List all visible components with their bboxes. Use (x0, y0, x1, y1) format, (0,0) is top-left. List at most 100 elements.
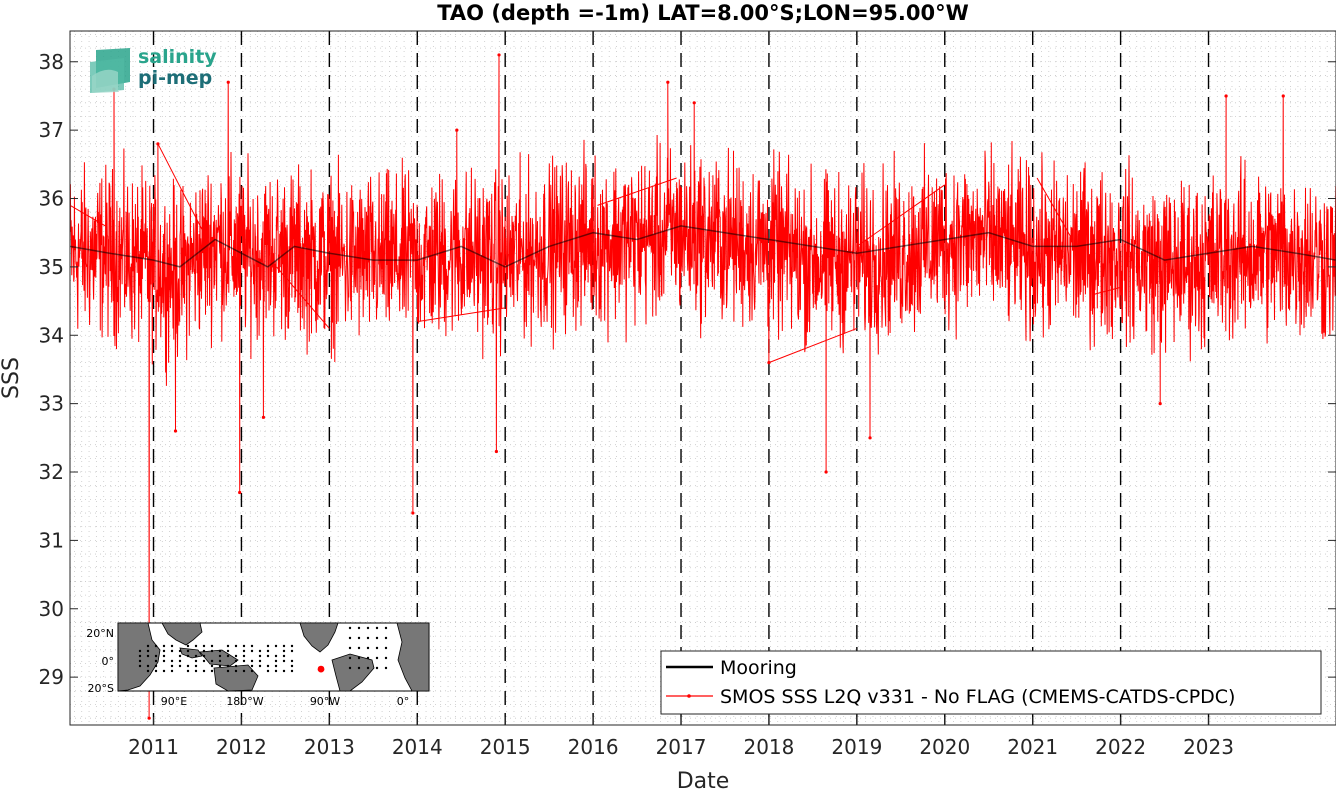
inset-mooring-dot (194, 654, 198, 658)
inset-mooring-dot (274, 669, 278, 673)
inset-mooring-dot (146, 664, 150, 668)
inset-mooring-dot (266, 649, 270, 653)
y-tick-label: 30 (39, 597, 64, 621)
x-tick-label: 2021 (1007, 735, 1058, 759)
inset-mooring-dot (250, 669, 254, 673)
inset-mooring-dot (290, 669, 294, 673)
inset-mooring-dot (250, 649, 254, 653)
inset-mooring-dot (282, 654, 286, 658)
inset-mooring-dot (250, 659, 254, 663)
inset-mooring-dot (234, 659, 238, 663)
logo-text-salinity: salinity (138, 46, 217, 68)
logo-text-pi-mep: pi-mep (138, 67, 212, 89)
smos-series-line (70, 54, 1336, 719)
inset-mooring-dot (357, 666, 361, 670)
x-tick-label: 2019 (831, 735, 882, 759)
inset-mooring-dot (242, 644, 246, 648)
y-tick-label: 32 (39, 460, 64, 484)
inset-mooring-dot (194, 659, 198, 663)
inset-mooring-dot (154, 664, 158, 668)
smos-gap-segment (417, 307, 506, 323)
inset-mooring-dot (266, 664, 270, 668)
inset-mooring-dot (178, 664, 182, 668)
inset-map: 20°N 0° 20°S 90°E 180°W 90°W 0° (86, 622, 430, 708)
inset-mooring-dot (210, 669, 214, 673)
legend-label-mooring: Mooring (720, 657, 797, 679)
inset-mooring-dot (290, 649, 294, 653)
plot-frame (69, 30, 1336, 726)
inset-mooring-dot (375, 626, 379, 630)
inset-mooring-dot (170, 649, 174, 653)
inset-mooring-dot (138, 659, 142, 663)
inset-mooring-dot (357, 656, 361, 660)
inset-mooring-dot (194, 644, 198, 648)
inset-mooring-dot (290, 664, 294, 668)
inset-landmass (299, 622, 339, 653)
inset-mooring-dot (282, 644, 286, 648)
smos-spike-point (156, 142, 160, 146)
inset-mooring-dot (154, 659, 158, 663)
inset-mooring-dot (274, 659, 278, 663)
smos-gap-segment (597, 177, 677, 206)
inset-lon-label: 90°E (161, 695, 187, 708)
inset-mooring-dot (384, 656, 388, 660)
smos-spike-point (868, 436, 872, 440)
inset-mooring-dot (282, 669, 286, 673)
inset-mooring-dot (202, 669, 206, 673)
inset-mooring-dot (357, 626, 361, 630)
y-axis-label: SSS (0, 357, 24, 399)
inset-mooring-dot (186, 664, 190, 668)
x-tick-label: 2023 (1183, 735, 1234, 759)
y-tick-label: 34 (39, 323, 64, 347)
inset-lat-label: 20°S (88, 682, 114, 695)
inset-mooring-dot (170, 664, 174, 668)
inset-lat-label: 20°N (86, 627, 114, 640)
inset-mooring-dot (226, 654, 230, 658)
smos-spike-point (238, 490, 242, 495)
inset-mooring-dot (357, 646, 361, 650)
inset-mooring-dot (366, 666, 370, 670)
x-tick-label: 2020 (919, 735, 970, 759)
inset-mooring-dot (226, 669, 230, 673)
inset-mooring-dot (384, 626, 388, 630)
y-tick-label: 31 (39, 528, 64, 552)
inset-mooring-dot (226, 644, 230, 648)
inset-mooring-dot (178, 659, 182, 663)
inset-mooring-dot (384, 646, 388, 650)
inset-mooring-dot (138, 664, 142, 668)
inset-mooring-dot (146, 644, 150, 648)
inset-mooring-dot (266, 654, 270, 658)
inset-lon-label: 90°W (310, 695, 340, 708)
legend-box (660, 650, 1322, 715)
inset-mooring-dot (202, 659, 206, 663)
smos-gap-segment (276, 266, 330, 329)
x-tick-label: 2015 (480, 735, 531, 759)
y-tick-label: 36 (39, 187, 64, 211)
smos-spike-point (455, 128, 459, 132)
logo-mark-front (92, 69, 118, 93)
inset-landmass (199, 649, 239, 667)
x-tick-label: 2011 (128, 735, 179, 759)
inset-mooring-dot (186, 644, 190, 648)
inset-mooring-dot (274, 654, 278, 658)
x-tick-label: 2017 (656, 735, 707, 759)
smos-spike-point (692, 101, 696, 105)
smos-spike-point (1281, 94, 1285, 98)
inset-mooring-dot (162, 644, 166, 648)
smos-spike-point (261, 415, 266, 419)
inset-mooring-dot (258, 654, 262, 658)
inset-mooring-dot (210, 644, 214, 648)
inset-mooring-dot (218, 659, 222, 663)
x-tick-label: 2018 (743, 735, 794, 759)
inset-mooring-dot (226, 649, 230, 653)
inset-mooring-dot (202, 654, 206, 658)
smos-gap-segment (1094, 286, 1121, 295)
inset-mooring-dot (210, 664, 214, 668)
inset-landmass (213, 664, 259, 692)
x-tick-label: 2016 (568, 735, 619, 759)
inset-landmass (161, 622, 203, 646)
